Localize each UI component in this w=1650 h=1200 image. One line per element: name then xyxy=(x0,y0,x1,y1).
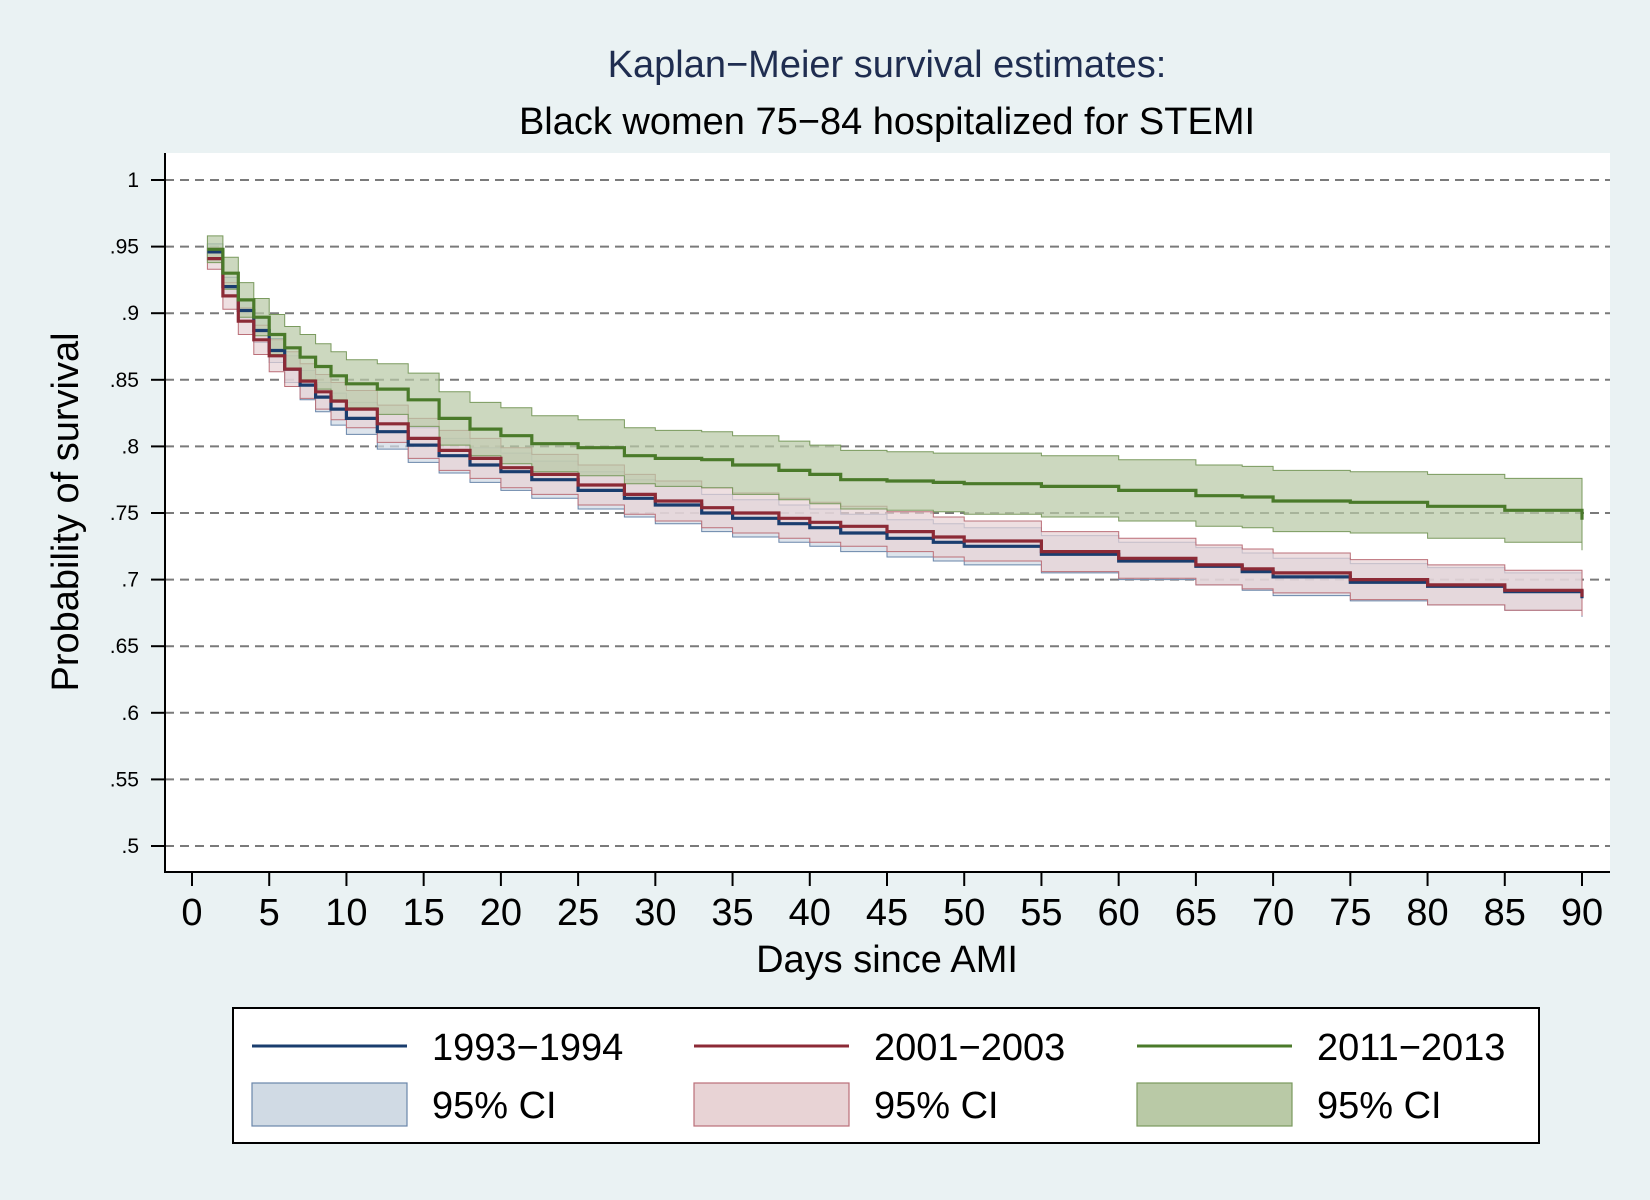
legend-swatch-ci xyxy=(693,1082,850,1127)
chart-subtitle: Black women 75−84 hospitalized for STEMI xyxy=(519,101,1255,143)
x-tick-label: 65 xyxy=(1175,892,1217,934)
y-tick-label: .6 xyxy=(121,702,139,725)
x-axis-label: Days since AMI xyxy=(756,939,1018,981)
x-tick-label: 40 xyxy=(789,892,831,934)
x-tick-label: 45 xyxy=(866,892,908,934)
x-tick-label: 10 xyxy=(325,892,367,934)
legend-label-ci: 95% CI xyxy=(432,1085,557,1127)
y-tick-label: .75 xyxy=(110,502,139,525)
legend-box xyxy=(232,1007,1540,1144)
y-tick-label: 1 xyxy=(127,169,139,192)
series-line-2001−2003 xyxy=(207,257,1584,597)
legend-items: 1993−1994 95% CI 2001−2003 95% CI 2011−2013 9… xyxy=(251,1027,1505,1127)
y-tick-label: .7 xyxy=(121,569,139,592)
legend: 1993−1994 95% CI 2001−2003 95% CI 2011−2013 9… xyxy=(232,1007,1540,1144)
y-tick-label: .5 xyxy=(121,835,139,858)
x-tick-label: 90 xyxy=(1561,892,1603,934)
x-tick-label: 35 xyxy=(711,892,753,934)
legend-label-series: 2011−2013 xyxy=(1317,1027,1505,1069)
y-tick-label: .55 xyxy=(110,768,139,791)
x-tick-label: 75 xyxy=(1329,892,1371,934)
legend-swatch-ci xyxy=(1136,1082,1293,1127)
x-ticks: 0 5 10 15 20 25 30 35 40 45 50 55 60 65 70 75 80 85 90 xyxy=(181,872,1603,934)
x-tick-label: 15 xyxy=(403,892,445,934)
legend-label-series: 2001−2003 xyxy=(874,1027,1065,1069)
y-tick-label: .9 xyxy=(121,302,139,325)
ci-band-2011−2013 xyxy=(206,235,1583,551)
y-tick-label: .65 xyxy=(110,635,139,658)
legend-label-ci: 95% CI xyxy=(874,1085,999,1127)
legend-label-series: 1993−1994 xyxy=(432,1027,623,1069)
x-tick-label: 0 xyxy=(181,892,202,934)
y-axis-label: Probability of survival xyxy=(45,332,87,691)
y-ticks: .5 .55 .6 .65 .7 .75 .8 .85 .9 .95 1 xyxy=(110,169,165,858)
x-tick-label: 25 xyxy=(557,892,599,934)
x-tick-label: 80 xyxy=(1406,892,1448,934)
x-tick-label: 55 xyxy=(1020,892,1062,934)
chart-title: Kaplan−Meier survival estimates: xyxy=(608,44,1167,86)
x-tick-label: 60 xyxy=(1098,892,1140,934)
x-tick-label: 5 xyxy=(259,892,280,934)
y-tick-label: .8 xyxy=(121,435,139,458)
series-line-2011−2013 xyxy=(207,247,1584,520)
x-tick-label: 30 xyxy=(634,892,676,934)
x-tick-label: 20 xyxy=(480,892,522,934)
x-tick-label: 85 xyxy=(1484,892,1526,934)
y-tick-label: .85 xyxy=(110,369,139,392)
x-tick-label: 50 xyxy=(943,892,985,934)
ci-bands xyxy=(206,235,1583,617)
legend-label-ci: 95% CI xyxy=(1317,1085,1442,1127)
y-tick-label: .95 xyxy=(110,236,139,259)
legend-swatch-ci xyxy=(251,1082,408,1127)
series-lines xyxy=(207,247,1584,599)
x-tick-label: 70 xyxy=(1252,892,1294,934)
